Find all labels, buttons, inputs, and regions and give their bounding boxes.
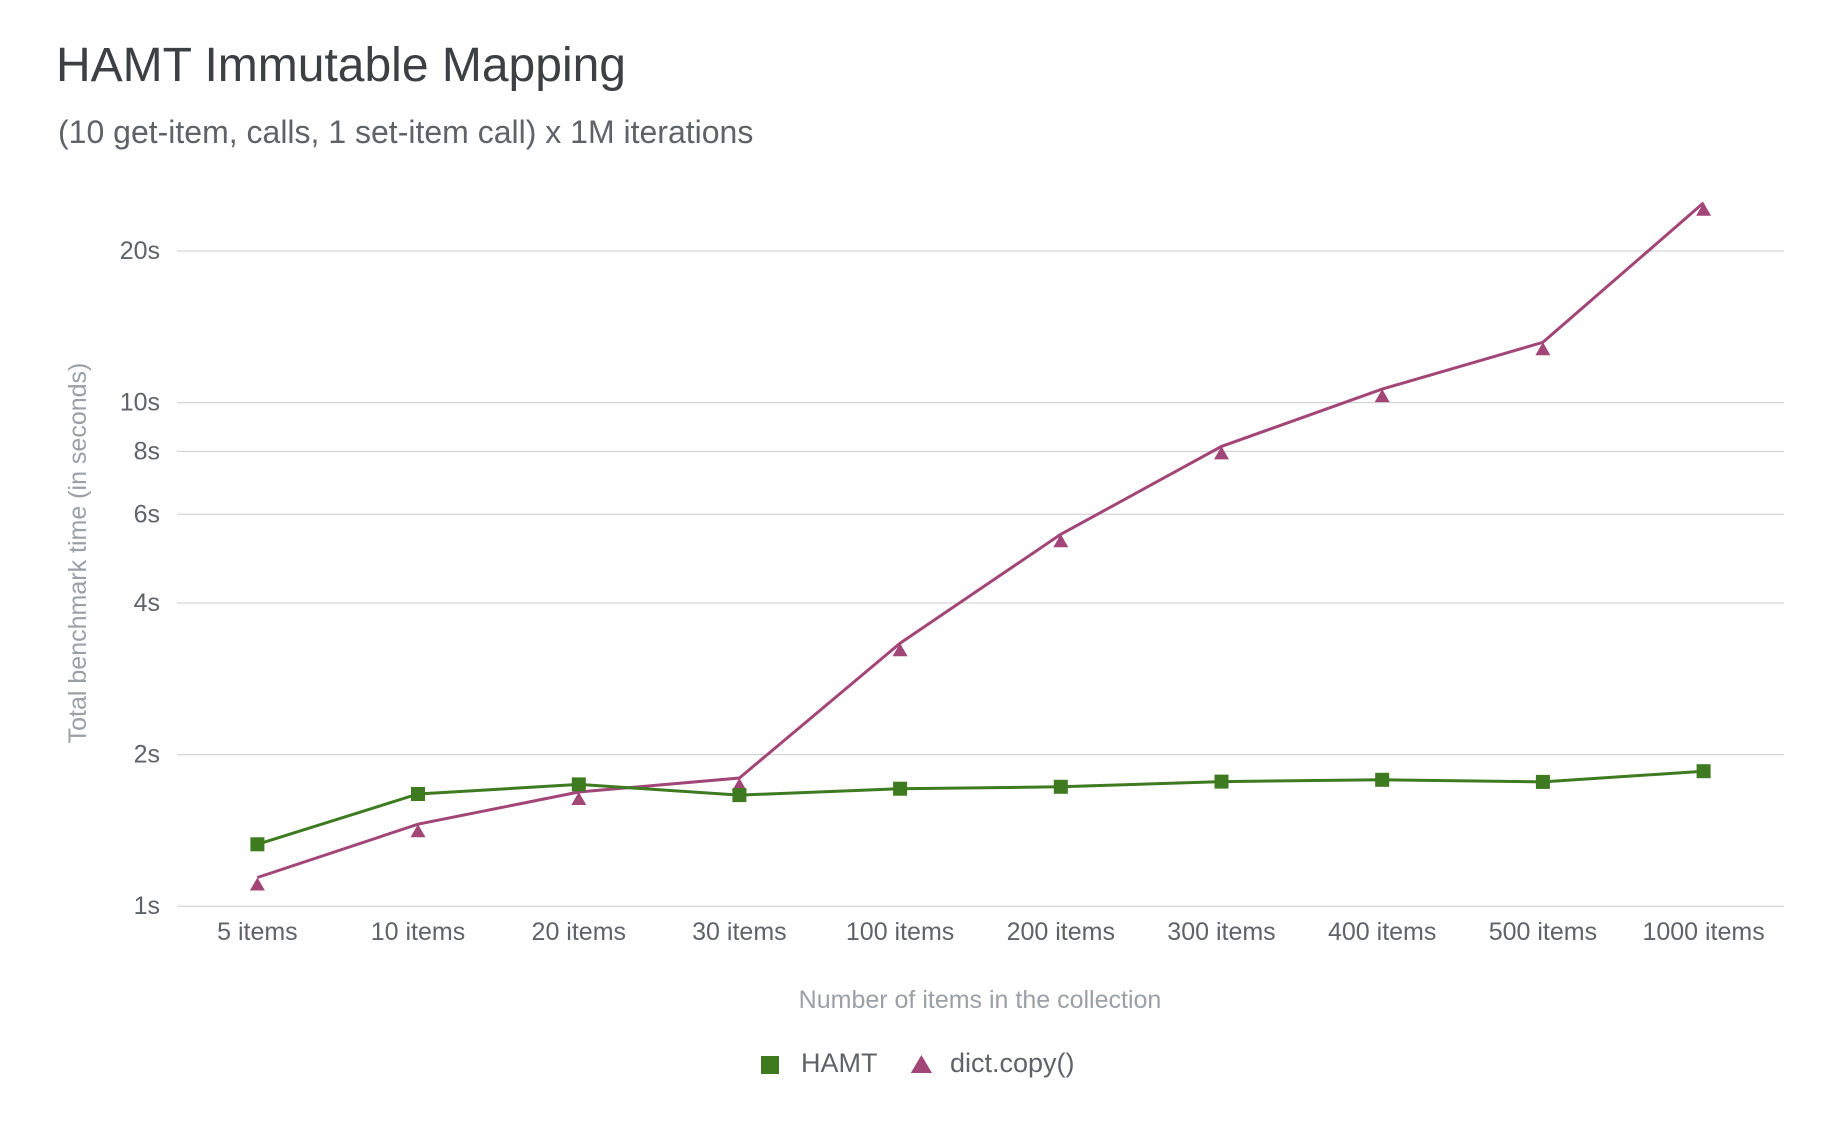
svg-text:Total benchmark time (in secon: Total benchmark time (in seconds) — [64, 363, 92, 744]
svg-text:HAMT: HAMT — [801, 1048, 878, 1078]
svg-text:300 items: 300 items — [1167, 918, 1275, 946]
svg-text:100 items: 100 items — [846, 918, 954, 946]
svg-text:10s: 10s — [120, 389, 160, 417]
svg-text:20 items: 20 items — [532, 918, 626, 946]
svg-text:1000 items: 1000 items — [1642, 918, 1764, 946]
svg-text:1s: 1s — [134, 892, 160, 920]
svg-text:200 items: 200 items — [1007, 918, 1115, 946]
svg-text:5 items: 5 items — [217, 918, 298, 946]
svg-text:20s: 20s — [120, 237, 160, 265]
svg-text:10 items: 10 items — [371, 918, 465, 946]
svg-text:400 items: 400 items — [1328, 918, 1436, 946]
svg-text:6s: 6s — [134, 500, 160, 528]
svg-text:4s: 4s — [134, 589, 160, 617]
svg-text:8s: 8s — [134, 437, 160, 465]
svg-text:dict.copy(): dict.copy() — [950, 1048, 1075, 1078]
svg-text:500 items: 500 items — [1489, 918, 1597, 946]
svg-text:Number of items in the collect: Number of items in the collection — [799, 986, 1162, 1014]
svg-text:2s: 2s — [134, 741, 160, 769]
svg-text:30 items: 30 items — [692, 918, 786, 946]
